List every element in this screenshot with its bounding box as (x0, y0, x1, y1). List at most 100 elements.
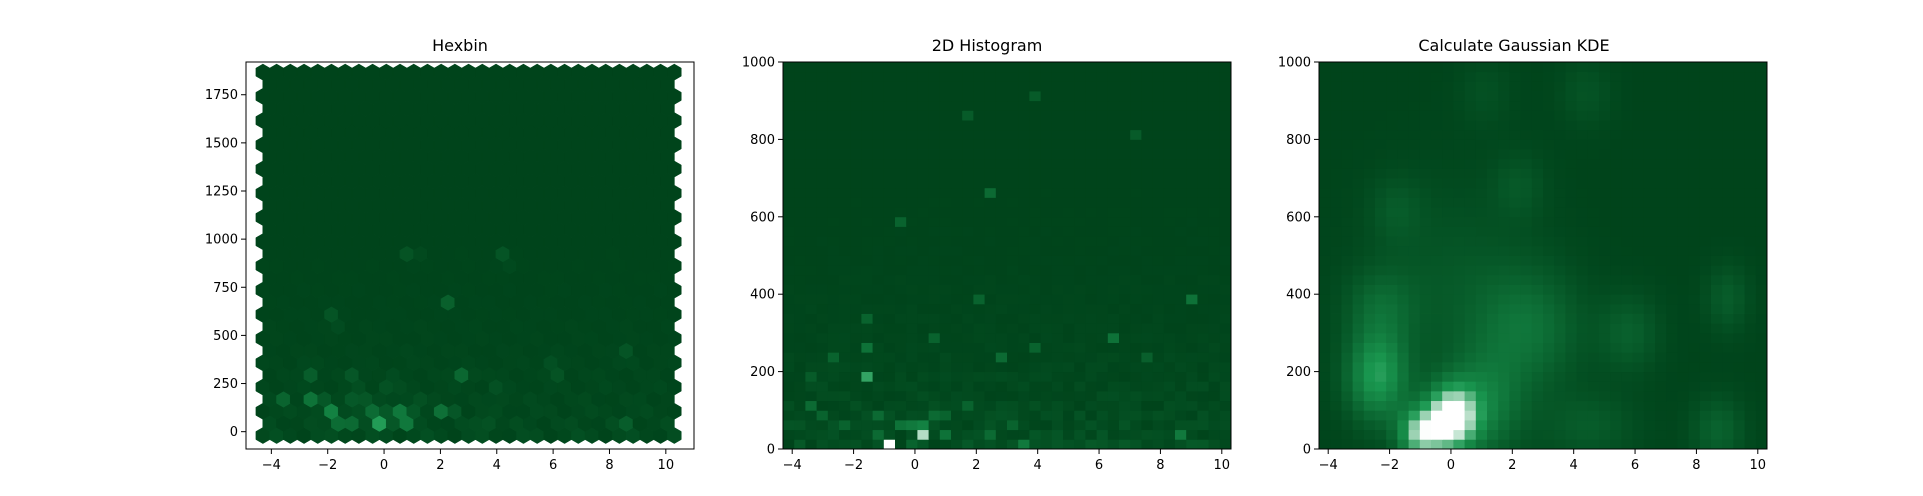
kde-cell (1587, 139, 1600, 150)
histogram-cell (1085, 129, 1097, 140)
histogram-cell (939, 187, 952, 198)
histogram-cell (1175, 284, 1187, 295)
hexbin-plot-area (245, 61, 695, 450)
histogram-cell (1163, 274, 1176, 285)
histogram-cell (939, 352, 952, 363)
kde-cell (1520, 216, 1533, 227)
kde-cell (1699, 381, 1712, 392)
kde-cell (1554, 381, 1566, 392)
kde-cell (1419, 439, 1432, 450)
histogram-cell (1018, 178, 1030, 189)
histogram-cell (895, 419, 907, 431)
kde-cell (1520, 245, 1533, 256)
kde-cell (1733, 303, 1745, 314)
kde-cell (1363, 361, 1376, 373)
histogram-cell (1063, 255, 1075, 266)
histogram-cell (1197, 390, 1209, 402)
kde-cell (1531, 100, 1544, 111)
kde-cell (1408, 265, 1421, 276)
kde-cell (1487, 284, 1499, 295)
kde-cell (1688, 207, 1701, 218)
kde-cell (1375, 226, 1387, 237)
histogram-cell (1219, 158, 1232, 169)
histogram-cell (1141, 236, 1153, 247)
kde-cell (1587, 265, 1600, 276)
histogram-cell (872, 400, 885, 411)
histogram-cell (1186, 313, 1198, 324)
kde-cell (1699, 149, 1712, 160)
histogram-cell (906, 100, 918, 111)
kde-cell (1330, 91, 1342, 102)
histogram-cell (1063, 139, 1075, 150)
histogram-cell (1029, 226, 1041, 237)
kde-cell (1509, 110, 1521, 121)
histogram-cell (984, 303, 997, 314)
histogram-cell (995, 342, 1008, 353)
kde-cell (1722, 187, 1734, 198)
histogram-cell (805, 62, 817, 73)
histogram-cell (1085, 62, 1097, 73)
kde-cell (1487, 158, 1499, 169)
histogram-cell (839, 168, 851, 179)
histogram-cell (951, 419, 963, 431)
kde-cell (1352, 129, 1365, 140)
kde-cell (1363, 197, 1376, 208)
histogram-cell (906, 381, 918, 392)
kde-cell (1621, 419, 1633, 431)
kde-cell (1677, 71, 1689, 82)
kde-cell (1722, 255, 1734, 266)
kde-cell (1666, 284, 1678, 295)
histogram-cell (939, 168, 952, 179)
histogram-cell (1197, 303, 1209, 314)
kde-cell (1744, 332, 1757, 343)
kde-cell (1632, 71, 1645, 82)
kde-cell (1319, 120, 1331, 131)
kde-cell (1733, 197, 1745, 208)
kde-cell (1744, 207, 1757, 218)
histogram-cell (1130, 323, 1142, 334)
histogram-cell (1007, 178, 1019, 189)
kde-cell (1699, 158, 1712, 169)
kde-cell (1632, 313, 1645, 324)
histogram-cell (1040, 274, 1053, 285)
kde-cell (1475, 245, 1488, 256)
histogram-cell (906, 216, 918, 227)
kde-cell (1733, 110, 1745, 121)
histogram-cell (1130, 81, 1142, 92)
kde-cell (1475, 371, 1488, 382)
kde-cell (1319, 419, 1331, 431)
kde-cell (1498, 91, 1510, 102)
kde-cell (1554, 245, 1566, 256)
kde-cell (1632, 342, 1645, 353)
kde-cell (1475, 361, 1488, 373)
histogram-cell (872, 236, 885, 247)
histogram-cell (1197, 178, 1209, 189)
kde-cell (1632, 81, 1645, 92)
histogram-cell (928, 62, 941, 73)
histogram-cell (995, 419, 1008, 431)
kde-cell (1722, 400, 1734, 411)
histogram-cell (1186, 226, 1198, 237)
histogram-cell (1107, 429, 1120, 440)
kde-cell (1655, 139, 1667, 150)
histogram-cell (1119, 361, 1131, 373)
kde-cell (1599, 361, 1611, 373)
histogram-cell (850, 313, 862, 324)
kde-cell (1453, 100, 1465, 111)
histogram-cell (917, 381, 929, 392)
kde-cell (1711, 129, 1723, 140)
kde-cell (1599, 255, 1611, 266)
kde-cell (1319, 390, 1331, 402)
kde-cell (1509, 100, 1521, 111)
histogram-cell (1119, 419, 1131, 431)
histogram-cell (783, 197, 795, 208)
histogram-cell (850, 294, 862, 305)
histogram-cell (1096, 323, 1109, 334)
histogram-cell (962, 371, 974, 382)
histogram-cell (872, 197, 885, 208)
histogram-cell (1096, 178, 1109, 189)
histogram-cell (794, 110, 806, 121)
histogram-cell (1197, 236, 1209, 247)
histogram-cell (1175, 342, 1187, 353)
